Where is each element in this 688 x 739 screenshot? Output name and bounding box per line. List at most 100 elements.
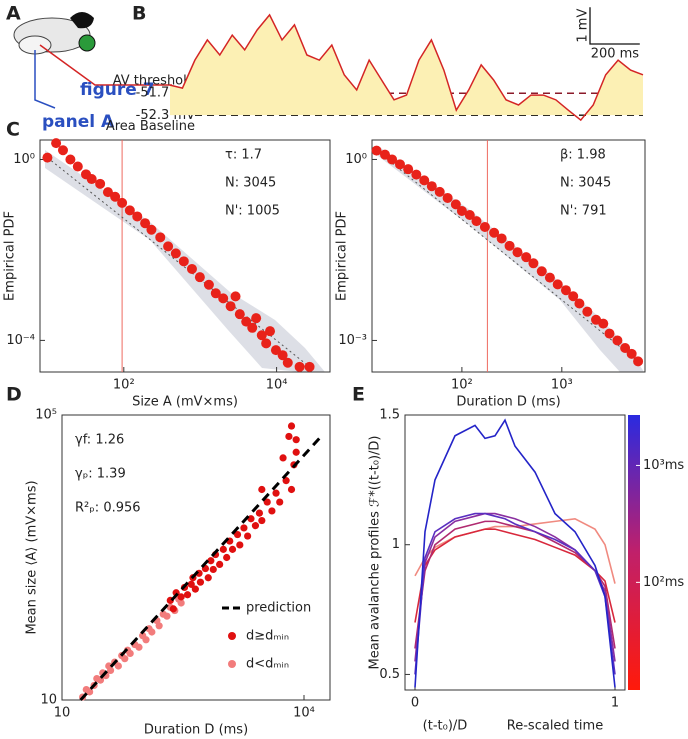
data-point	[285, 432, 293, 441]
data-point	[234, 309, 245, 320]
data-point	[292, 436, 300, 444]
data-point	[528, 258, 539, 269]
data-point	[42, 152, 53, 163]
trace	[414, 520, 616, 649]
data-point	[464, 210, 475, 221]
trace	[414, 418, 616, 688]
model-band	[378, 146, 644, 372]
annotation: γf: 1.26	[75, 433, 124, 448]
axes-frame	[61, 414, 331, 701]
x-tick-label: 10	[54, 706, 71, 721]
data-point	[450, 199, 461, 210]
data-point	[379, 149, 390, 160]
trace	[414, 517, 616, 584]
data-point	[292, 448, 300, 456]
data-point	[121, 655, 129, 663]
data-point	[135, 643, 143, 651]
y-axis-label: Mean size ⟨A⟩ (mV×ms)	[25, 480, 40, 634]
data-point	[210, 288, 221, 299]
x-tick-label: 10²	[451, 378, 473, 393]
data-point	[65, 154, 76, 165]
data-point	[244, 532, 252, 540]
data-point	[163, 241, 174, 252]
threshold-name: AV threshold	[113, 74, 195, 89]
data-point	[140, 218, 151, 229]
data-point	[256, 330, 267, 341]
y-axis-label: Mean avalanche profiles ℱ*((t-t₀)/D)	[368, 436, 383, 670]
data-point	[626, 348, 637, 359]
panel-label: D	[6, 384, 22, 406]
legend-label: d<dₘᵢₙ	[246, 657, 289, 672]
data-point	[304, 361, 315, 372]
red-link	[39, 44, 172, 86]
fit-line	[376, 150, 639, 362]
y-tick-label: 1.5	[379, 408, 400, 423]
panel-label: A	[6, 3, 21, 25]
annotation: τ: 1.7	[225, 148, 262, 163]
scale-bar-x-label: 200 ms	[591, 47, 640, 62]
data-point	[255, 509, 264, 517]
data-point	[148, 628, 156, 636]
data-point	[251, 522, 260, 530]
data-point	[263, 498, 271, 506]
data-point	[155, 232, 166, 243]
data-point	[261, 338, 272, 349]
data-point	[258, 485, 266, 494]
y-tick-label: 1	[392, 537, 400, 552]
data-point	[604, 328, 615, 339]
data-point	[512, 247, 523, 258]
annotation: N': 791	[560, 204, 607, 219]
data-point	[544, 272, 555, 283]
data-point	[225, 301, 236, 312]
y-axis-label: Empirical PDF	[3, 211, 18, 301]
data-point	[110, 191, 121, 202]
blue-link	[34, 50, 56, 109]
data-point	[228, 545, 237, 553]
data-point	[219, 545, 227, 553]
data-point	[268, 507, 276, 515]
data-point	[456, 205, 467, 216]
y-tick-label: 10⁵	[35, 408, 57, 423]
x-axis-label: Duration D (ms)	[456, 395, 560, 410]
axes-frame	[404, 414, 626, 691]
data-point	[178, 256, 189, 267]
electrode-site	[78, 34, 96, 52]
data-point	[574, 298, 585, 309]
data-point	[204, 574, 212, 582]
data-point	[371, 145, 382, 156]
data-point	[633, 356, 644, 367]
data-point	[612, 335, 623, 346]
data-point	[258, 516, 266, 525]
data-point	[146, 224, 157, 235]
data-point	[155, 622, 163, 630]
data-point	[142, 636, 150, 644]
data-point	[582, 306, 593, 317]
threshold-name: Area Baseline	[106, 119, 195, 134]
data-point	[163, 612, 171, 620]
axes-frame	[371, 139, 646, 373]
annotation: R²ₚ: 0.956	[75, 501, 141, 516]
data-point	[282, 357, 293, 368]
data-point	[177, 599, 185, 607]
annotation: β: 1.98	[560, 148, 606, 163]
annotation: N: 3045	[560, 176, 611, 191]
data-point	[265, 326, 276, 337]
data-point	[102, 187, 113, 198]
data-point	[277, 350, 288, 361]
eye-region	[70, 12, 94, 29]
data-point	[411, 169, 422, 180]
x-tick-label: 10³	[551, 378, 573, 393]
data-point	[426, 181, 437, 192]
data-point	[536, 266, 547, 277]
annotation: N: 3045	[225, 176, 276, 191]
data-point	[251, 313, 262, 324]
colorbar-label: 10²ms	[643, 575, 684, 590]
data-point	[504, 240, 515, 251]
legend-label: prediction	[246, 601, 311, 616]
panel-label: E	[352, 384, 365, 406]
colorbar	[628, 415, 640, 690]
brain-schematic	[13, 12, 172, 109]
y-tick-label: 10	[40, 693, 57, 708]
y-tick-label: 0.5	[379, 667, 400, 682]
data-point	[442, 192, 453, 203]
